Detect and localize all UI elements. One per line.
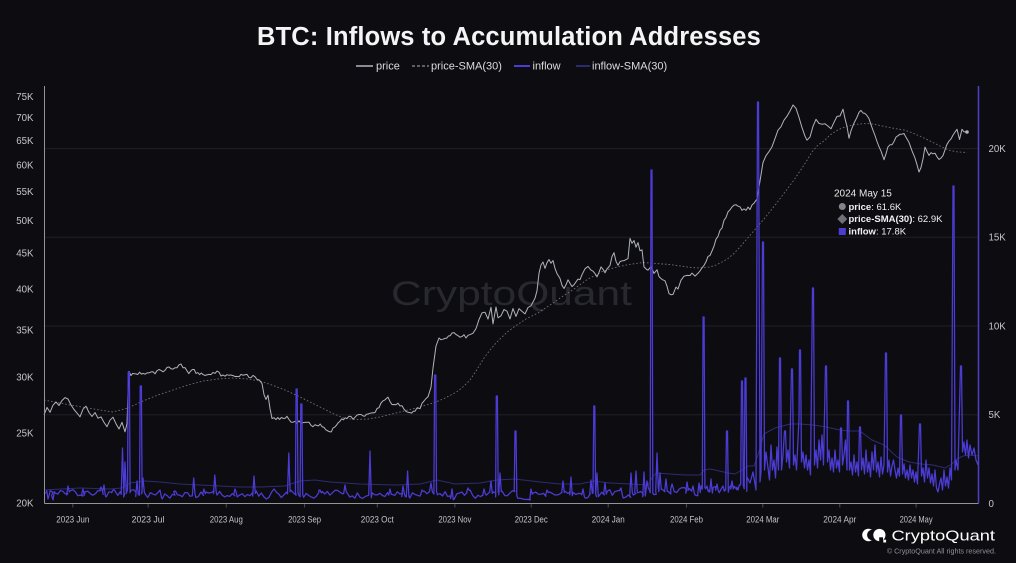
svg-text:55K: 55K [16,187,34,198]
svg-text:25K: 25K [16,428,34,439]
svg-text:35K: 35K [16,325,34,336]
svg-text:20K: 20K [16,499,34,510]
svg-text:2023 Dec: 2023 Dec [515,513,548,524]
svg-text:BTC: Inflows to Accumulation A: BTC: Inflows to Accumulation Addresses [257,23,761,51]
svg-text:75K: 75K [16,92,34,103]
svg-text:20K: 20K [989,144,1007,155]
svg-text:0: 0 [989,499,995,510]
svg-text:CryptoQuant: CryptoQuant [892,527,997,544]
svg-text:40K: 40K [16,284,34,295]
svg-text:2023 Sep: 2023 Sep [288,513,321,524]
svg-text:inflow: inflow [533,61,561,73]
svg-text:2024 Jan: 2024 Jan [592,513,625,524]
svg-text:inflow: 17.8K: inflow: 17.8K [849,227,907,238]
svg-text:10K: 10K [989,321,1007,332]
svg-text:2023 Jun: 2023 Jun [56,513,89,524]
svg-text:70K: 70K [16,113,34,124]
svg-text:45K: 45K [16,248,34,259]
svg-text:2024 May: 2024 May [900,513,933,524]
svg-text:2023 Nov: 2023 Nov [438,513,471,524]
svg-text:15K: 15K [989,233,1007,244]
svg-text:price: 61.6K: price: 61.6K [849,202,902,213]
svg-text:2023 Aug: 2023 Aug [210,513,243,524]
svg-text:2024 May 15: 2024 May 15 [834,189,892,200]
svg-text:65K: 65K [16,136,34,147]
svg-text:5K: 5K [989,410,1001,421]
svg-text:price-SMA(30): 62.9K: price-SMA(30): 62.9K [849,214,944,225]
svg-text:60K: 60K [16,160,34,171]
svg-text:2024 Mar: 2024 Mar [746,513,779,524]
svg-text:CryptoQuant: CryptoQuant [391,275,632,313]
svg-text:2024 Feb: 2024 Feb [670,513,703,524]
svg-text:50K: 50K [16,216,34,227]
svg-text:inflow-SMA(30): inflow-SMA(30) [592,61,667,73]
svg-text:2023 Jul: 2023 Jul [132,513,165,524]
svg-text:2024 Apr: 2024 Apr [823,513,856,524]
svg-text:price-SMA(30): price-SMA(30) [431,61,502,73]
svg-text:price: price [376,61,400,73]
svg-text:2023 Oct: 2023 Oct [361,513,394,524]
svg-text:30K: 30K [16,373,34,384]
svg-text:© CryptoQuant All rights reser: © CryptoQuant All rights reserved. [887,547,996,556]
